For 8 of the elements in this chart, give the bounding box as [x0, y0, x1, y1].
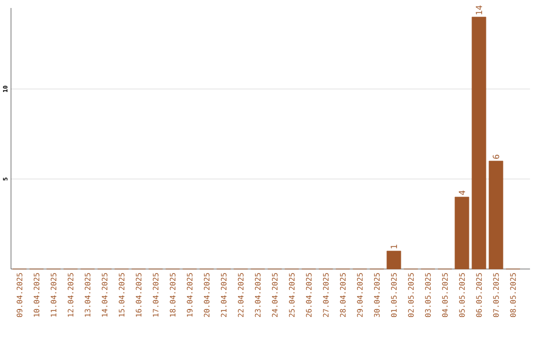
data-label: 1	[390, 244, 397, 248]
bar	[472, 16, 486, 270]
data-label: 14	[476, 6, 482, 14]
bar	[488, 160, 504, 270]
data-label: 4	[458, 190, 466, 195]
bar	[386, 250, 402, 270]
data-label: 6	[492, 154, 500, 159]
bar	[454, 196, 470, 270]
